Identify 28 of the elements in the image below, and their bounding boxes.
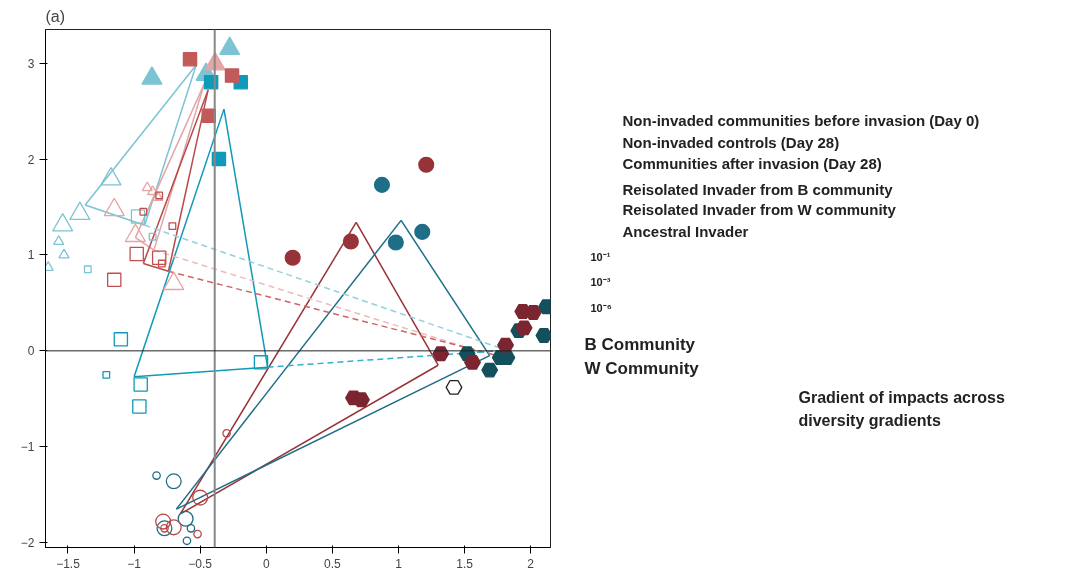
y-tick-label: 3 (27, 56, 35, 71)
x-tick-label: 0.5 (324, 556, 342, 571)
text: 10⁻¹ (590, 250, 611, 263)
y-tick-label: 2 (27, 152, 35, 167)
y-tick-label: 1 (27, 248, 35, 263)
x-tick-label: −1 (127, 556, 142, 571)
text: diversity gradients (798, 411, 941, 429)
text: Communities after invasion (Day 28) (622, 155, 882, 173)
text: Non-invaded communities before invasion (Day 0) (622, 111, 980, 129)
x-tick-label: 2 (527, 556, 535, 571)
x-tick-label: 1.5 (456, 556, 474, 571)
text: W Community (584, 358, 700, 378)
text: Reisolated Invader from W community (622, 200, 897, 218)
y-tick-label: 0 (27, 344, 35, 359)
text: Non-invaded controls (Day 28) (622, 133, 840, 151)
text: 10⁻⁶ (590, 301, 612, 314)
text: Reisolated Invader from B community (622, 180, 894, 198)
x-tick-label: −1.5 (56, 556, 81, 571)
y-tick-label: −2 (20, 536, 35, 551)
chart-title: (a) (45, 7, 66, 25)
y-tick-label: −1 (20, 440, 35, 455)
text: 10⁻³ (590, 276, 611, 289)
x-tick-label: 1 (395, 556, 403, 571)
text: Gradient of impacts across (798, 389, 1005, 407)
x-tick-label: 0 (262, 556, 270, 571)
text: Ancestral Invader (622, 222, 749, 240)
x-tick-label: −0.5 (188, 556, 213, 571)
text: B Community (584, 335, 696, 355)
